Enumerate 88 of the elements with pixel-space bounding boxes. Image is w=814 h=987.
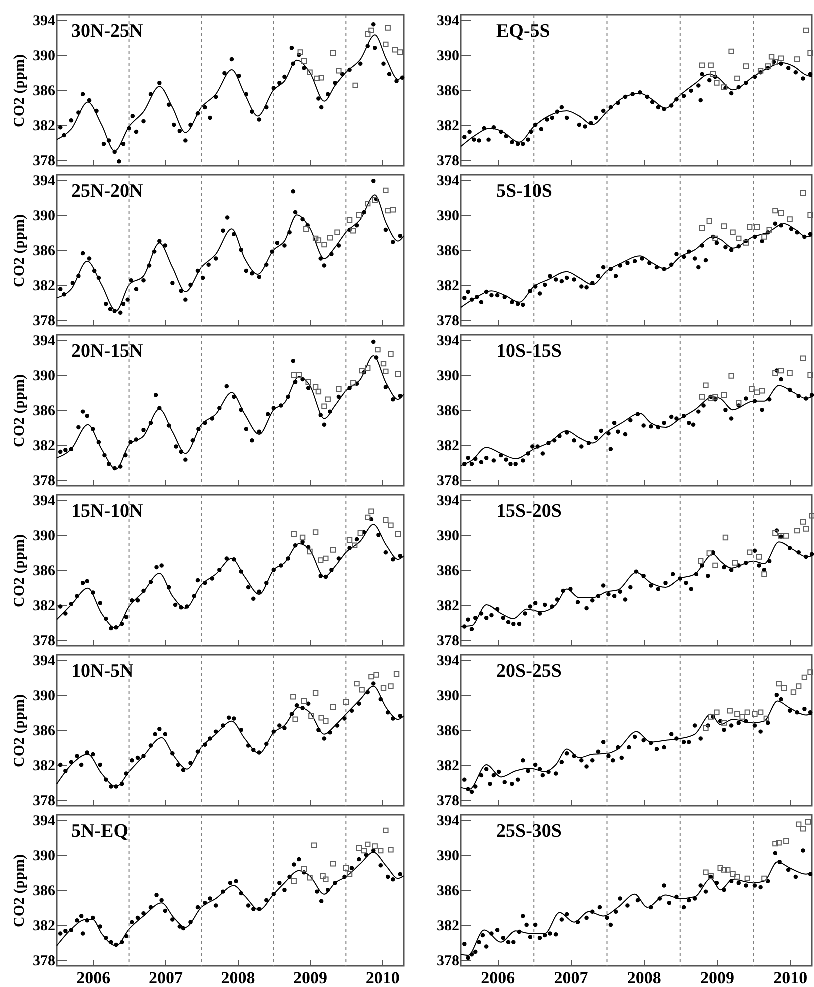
- y-tick-label: 386: [33, 84, 56, 100]
- y-tick-label: 394: [33, 654, 56, 670]
- x-tick-label: 2009: [294, 968, 328, 987]
- y-tick-label: 382: [33, 918, 56, 934]
- y-tick-label: 382: [437, 438, 460, 454]
- y-tick-label: 382: [437, 918, 460, 934]
- chart-title: 10N-5N: [72, 661, 134, 682]
- y-tick-label: 390: [33, 528, 56, 545]
- y-tick-label: 378: [437, 793, 460, 810]
- y-tick-label: 378: [437, 153, 460, 170]
- y-tick-label: 386: [33, 244, 56, 260]
- chart-title: 20S-25S: [496, 661, 562, 682]
- chart-title: 10S-15S: [496, 341, 562, 362]
- y-axis-title: CO2 (ppm): [12, 374, 28, 448]
- x-tick-label: 2008: [627, 968, 662, 987]
- y-tick-label: 390: [437, 368, 460, 385]
- y-tick-label: 394: [437, 174, 460, 190]
- chart-title: 15S-20S: [496, 501, 562, 522]
- x-tick-label: 2009: [700, 968, 734, 987]
- y-tick-label: 390: [33, 208, 56, 225]
- y-tick-label: 394: [33, 14, 56, 30]
- y-tick-label: 382: [33, 278, 56, 294]
- y-tick-label: 382: [437, 278, 460, 294]
- y-tick-label: 390: [33, 368, 56, 385]
- y-tick-label: 378: [33, 953, 56, 970]
- y-tick-label: 378: [437, 473, 460, 490]
- chart-title: 5N-EQ: [72, 821, 128, 842]
- x-tick-label: 2008: [221, 968, 256, 987]
- y-tick-label: 390: [437, 688, 460, 705]
- y-tick-label: 382: [33, 438, 56, 454]
- y-tick-label: 386: [437, 564, 460, 580]
- y-tick-label: 390: [437, 48, 460, 65]
- y-tick-label: 382: [437, 118, 460, 134]
- y-tick-label: 394: [437, 814, 460, 830]
- y-tick-label: 386: [33, 884, 56, 900]
- y-tick-label: 382: [437, 758, 460, 774]
- y-tick-label: 390: [33, 848, 56, 865]
- chart-title: 15N-10N: [72, 501, 144, 522]
- y-tick-label: 394: [437, 334, 460, 350]
- y-tick-label: 386: [33, 404, 56, 420]
- y-tick-label: 378: [33, 793, 56, 810]
- chart-title: 25S-30S: [496, 821, 562, 842]
- y-axis-title: CO2 (ppm): [12, 694, 28, 768]
- y-tick-label: 382: [33, 598, 56, 614]
- x-tick-label: 2006: [76, 968, 111, 987]
- y-tick-label: 378: [437, 313, 460, 330]
- chart-title: 30N-25N: [72, 21, 144, 42]
- x-tick-label: 2006: [481, 968, 516, 987]
- y-tick-label: 386: [437, 244, 460, 260]
- y-tick-label: 378: [33, 633, 56, 650]
- y-tick-label: 386: [33, 564, 56, 580]
- y-axis-title: CO2 (ppm): [12, 214, 28, 288]
- y-tick-label: 386: [33, 724, 56, 740]
- y-tick-label: 382: [33, 118, 56, 134]
- chart-title: 20N-15N: [72, 341, 144, 362]
- y-tick-label: 394: [33, 174, 56, 190]
- y-tick-label: 390: [437, 528, 460, 545]
- y-tick-label: 378: [33, 313, 56, 330]
- y-tick-label: 394: [437, 654, 460, 670]
- x-tick-label: 2010: [774, 968, 808, 987]
- y-tick-label: 386: [437, 84, 460, 100]
- chart-title: 25N-20N: [72, 181, 144, 202]
- chart-title: 5S-10S: [496, 181, 552, 202]
- y-tick-label: 386: [437, 724, 460, 740]
- y-axis-title: CO2 (ppm): [12, 854, 28, 928]
- y-tick-label: 378: [33, 473, 56, 490]
- y-tick-label: 390: [437, 208, 460, 225]
- y-tick-label: 394: [437, 494, 460, 510]
- y-tick-label: 394: [33, 494, 56, 510]
- y-tick-label: 394: [33, 334, 56, 350]
- y-tick-label: 382: [437, 598, 460, 614]
- y-tick-label: 378: [437, 633, 460, 650]
- y-tick-label: 390: [33, 48, 56, 65]
- y-tick-label: 390: [33, 688, 56, 705]
- y-tick-label: 394: [437, 14, 460, 30]
- y-tick-label: 378: [437, 953, 460, 970]
- y-axis-title: CO2 (ppm): [12, 54, 28, 128]
- y-tick-label: 386: [437, 884, 460, 900]
- y-tick-label: 390: [437, 848, 460, 865]
- chart-title: EQ-5S: [496, 21, 550, 42]
- y-tick-label: 382: [33, 758, 56, 774]
- y-tick-label: 394: [33, 814, 56, 830]
- y-tick-label: 378: [33, 153, 56, 170]
- y-tick-label: 386: [437, 404, 460, 420]
- x-tick-label: 2007: [148, 968, 184, 987]
- y-axis-title: CO2 (ppm): [12, 534, 28, 608]
- x-tick-label: 2007: [554, 968, 589, 987]
- x-tick-label: 2010: [366, 968, 400, 987]
